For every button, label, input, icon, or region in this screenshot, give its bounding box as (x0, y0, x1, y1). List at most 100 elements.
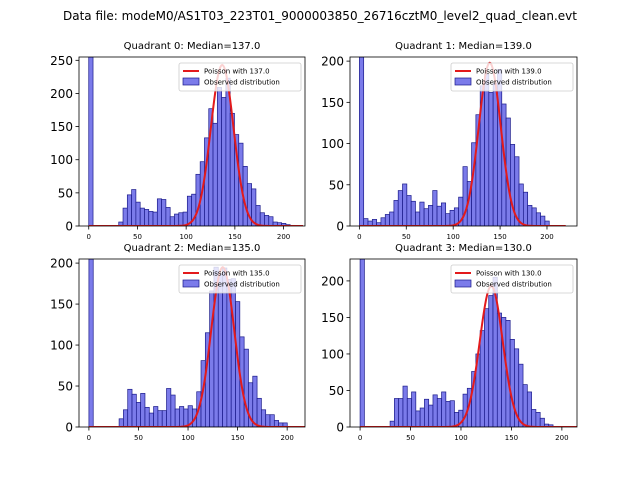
histogram-bar (140, 393, 146, 427)
y-tick-label: 200 (50, 257, 73, 271)
y-tick-label: 150 (321, 96, 344, 110)
histogram-bar (131, 189, 137, 226)
y-tick-label: 50 (58, 186, 73, 200)
histogram-bar (268, 216, 274, 226)
histogram-bar (389, 211, 395, 226)
figure-suptitle: Data file: modeM0/AS1T03_223T01_90000038… (63, 9, 577, 23)
histogram-bar (535, 212, 541, 226)
histogram-bar (531, 409, 537, 427)
histogram-bar (540, 215, 546, 226)
histogram-bar (393, 200, 399, 226)
histogram-bar (161, 410, 167, 427)
legend-poisson-label: Poisson with 135.0 (204, 270, 270, 278)
histogram-bar (179, 406, 185, 427)
legend-poisson-label: Poisson with 130.0 (476, 270, 542, 278)
plot-area (88, 57, 304, 226)
histogram-bar (359, 57, 365, 226)
histogram-bar (123, 409, 129, 427)
histogram-bar (252, 375, 258, 427)
x-tick-label: 0 (357, 233, 361, 241)
histogram-bar (526, 391, 532, 427)
histogram-bar (406, 398, 412, 427)
histogram-bar (256, 397, 262, 427)
histogram-bar (135, 201, 141, 226)
histogram-bar (363, 218, 369, 226)
legend: Poisson with 135.0 Observed distribution (178, 264, 302, 294)
histogram-bar (131, 393, 137, 427)
histogram-bar (264, 215, 270, 226)
y-tick-label: 50 (329, 384, 344, 398)
legend: Poisson with 137.0 Observed distribution (178, 62, 302, 92)
y-tick-label: 0 (336, 220, 344, 234)
y-tick-label: 250 (50, 54, 73, 68)
histogram-bar (118, 418, 124, 427)
histogram-bar (166, 388, 172, 427)
panel-title: Quadrant 1: Median=139.0 (395, 41, 532, 52)
y-tick-label: 200 (321, 55, 344, 69)
histogram-bar (544, 220, 550, 226)
histogram-bar (411, 391, 417, 427)
x-tick-label: 200 (280, 434, 293, 442)
histogram-bar (518, 183, 524, 226)
histogram-bar (212, 122, 218, 226)
histogram-bar (157, 410, 163, 427)
panel-title: Quadrant 0: Median=137.0 (124, 41, 261, 52)
legend-hist-swatch (182, 77, 200, 86)
y-tick-label: 100 (50, 153, 73, 167)
histogram-bar (535, 412, 541, 427)
histogram-bar (178, 212, 184, 226)
histogram-bar (428, 205, 434, 226)
legend-hist-swatch (182, 279, 200, 288)
y-tick-label: 100 (321, 347, 344, 361)
histogram-bar (522, 384, 528, 427)
histogram-bar (436, 398, 442, 427)
x-tick-label: 50 (406, 434, 415, 442)
histogram-bar (539, 417, 545, 427)
histogram-bar (484, 308, 490, 427)
histogram-bar (148, 211, 154, 226)
histogram-bar (230, 278, 236, 427)
legend-box (178, 264, 302, 294)
histogram-bar (174, 213, 180, 226)
x-tick-label: 100 (179, 233, 192, 241)
y-tick-label: 200 (50, 87, 73, 101)
histogram-bar (255, 205, 261, 226)
histogram-bar (397, 190, 403, 226)
histogram-bar (153, 406, 159, 427)
histogram-bar (497, 69, 503, 226)
quadrant-panel-2: 0 50 100 150 200 0 50 100 150 200 Quadrant 2: Medi… (50, 243, 306, 442)
legend-hist-label: Observed distribution (476, 281, 552, 289)
histogram-bar (436, 205, 442, 226)
x-tick-label: 150 (505, 434, 518, 442)
axes-frame (349, 258, 578, 428)
histogram-bar (384, 214, 390, 226)
legend-hist-swatch (454, 77, 472, 86)
y-tick-label: 100 (321, 137, 344, 151)
legend-box (450, 264, 574, 294)
histogram-bar (380, 217, 386, 226)
histogram-bar (217, 273, 223, 427)
plot-area (359, 259, 577, 427)
x-tick-label: 200 (277, 233, 290, 241)
y-tick-label: 200 (321, 274, 344, 288)
histogram-bar (445, 401, 451, 427)
y-tick-label: 50 (58, 380, 73, 394)
x-tick-label: 50 (133, 233, 142, 241)
legend-box (450, 62, 574, 92)
legend-poisson-label: Poisson with 139.0 (476, 68, 542, 76)
legend-box (178, 62, 302, 92)
histogram-bar (441, 202, 447, 226)
histogram-bar (479, 330, 485, 427)
histogram-bar (419, 201, 425, 226)
histogram-bar (449, 209, 455, 226)
axes-frame (349, 56, 578, 227)
x-tick-label: 150 (493, 233, 506, 241)
histogram-bar (148, 412, 154, 427)
histogram-bar (169, 216, 175, 226)
axes-frame (78, 56, 306, 227)
histogram-bar (144, 209, 150, 226)
y-tick-label: 150 (321, 311, 344, 325)
histogram-bar (359, 259, 365, 427)
histogram-bar (221, 97, 227, 226)
legend-hist-label: Observed distribution (204, 79, 280, 87)
